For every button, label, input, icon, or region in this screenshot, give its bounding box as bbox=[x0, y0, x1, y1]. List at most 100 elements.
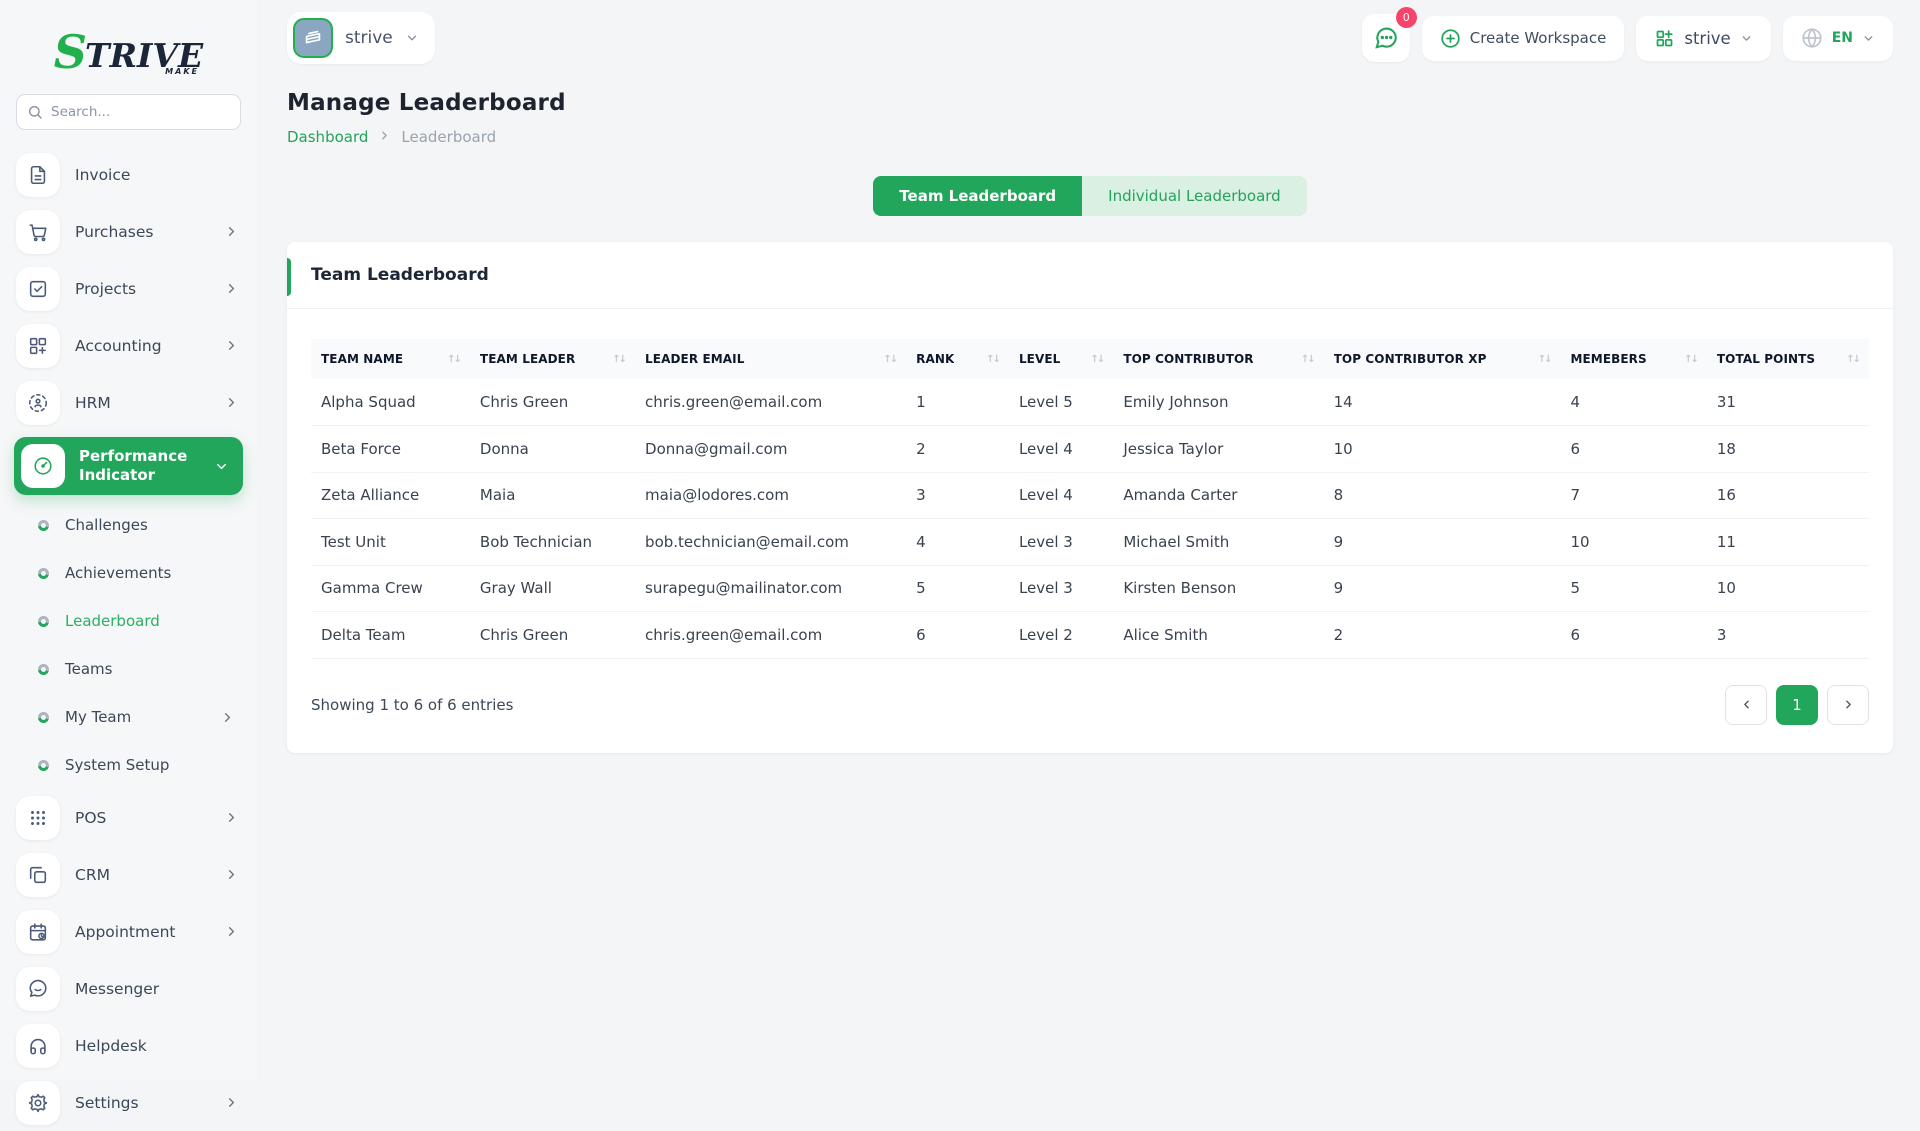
topbar-right: 0 Create Workspace strive EN bbox=[1361, 7, 1893, 62]
pagination-prev-button[interactable] bbox=[1725, 684, 1767, 725]
submenu-bullet-icon bbox=[38, 567, 49, 579]
column-header-label: MEMEBERS bbox=[1570, 352, 1647, 366]
leaderboard-tabs: Team Leaderboard Individual Leaderboard bbox=[873, 176, 1307, 216]
main-area: strive 0 Create Workspace strive bbox=[257, 0, 1920, 1080]
cell-memebers: 4 bbox=[1560, 379, 1707, 426]
card-title: Team Leaderboard bbox=[311, 265, 489, 285]
cell-top-contributor: Jessica Taylor bbox=[1113, 425, 1324, 473]
cell-leader-email: bob.technician@email.com bbox=[635, 518, 907, 566]
chat-button[interactable]: 0 bbox=[1361, 7, 1417, 62]
column-header-rank[interactable]: RANK ↑↓ bbox=[906, 339, 1009, 379]
sidebar-item-hrm[interactable]: HRM bbox=[0, 374, 257, 431]
sidebar-item-accounting[interactable]: Accounting bbox=[0, 317, 257, 374]
table-row: Alpha Squad Chris Green chris.green@email.… bbox=[311, 379, 1869, 426]
chevron-down-icon bbox=[1862, 32, 1875, 45]
cell-team-name: Delta Team bbox=[311, 611, 470, 659]
app-root: S TRIVE MAKE Invoice Purchases Projects Acc… bbox=[0, 0, 1920, 1080]
cell-team-name: Alpha Squad bbox=[311, 379, 470, 426]
sidebar-search bbox=[16, 94, 241, 130]
table-row: Test Unit Bob Technician bob.technician@em… bbox=[311, 518, 1869, 566]
sidebar-subitem-my-team[interactable]: My Team bbox=[0, 693, 257, 741]
column-header-team-name[interactable]: TEAM NAME ↑↓ bbox=[311, 339, 470, 379]
tab-individual-leaderboard[interactable]: Individual Leaderboard bbox=[1082, 176, 1307, 216]
search-input[interactable] bbox=[16, 94, 241, 130]
table-row: Delta Team Chris Green chris.green@email.c… bbox=[311, 611, 1869, 659]
column-header-label: LEADER EMAIL bbox=[645, 352, 745, 366]
sidebar-subitem-label: Challenges bbox=[65, 516, 148, 534]
column-header-leader-email[interactable]: LEADER EMAIL ↑↓ bbox=[635, 339, 907, 379]
create-workspace-label: Create Workspace bbox=[1469, 29, 1607, 47]
create-workspace-button[interactable]: Create Workspace bbox=[1421, 15, 1625, 61]
topbar: strive 0 Create Workspace strive bbox=[257, 0, 1920, 66]
appointment-icon bbox=[16, 909, 60, 954]
sidebar-item-projects[interactable]: Projects bbox=[0, 260, 257, 317]
cell-level: Level 2 bbox=[1008, 611, 1114, 659]
card-accent-bar bbox=[287, 258, 291, 296]
sidebar-item-performance-indicator[interactable]: Performance Indicator bbox=[14, 437, 243, 495]
sidebar-item-appointment[interactable]: Appointment bbox=[0, 903, 257, 960]
sidebar-subitem-label: System Setup bbox=[65, 756, 170, 774]
sidebar-subitem-label: Achievements bbox=[65, 564, 172, 582]
submenu-bullet-icon bbox=[38, 615, 49, 627]
workspace-selector[interactable]: strive bbox=[287, 12, 435, 64]
column-header-memebers[interactable]: MEMEBERS ↑↓ bbox=[1560, 339, 1707, 379]
sidebar-item-invoice[interactable]: Invoice bbox=[0, 146, 257, 203]
sort-icon: ↑↓ bbox=[1684, 353, 1699, 365]
cell-rank: 4 bbox=[906, 518, 1009, 566]
sidebar-item-purchases[interactable]: Purchases bbox=[0, 203, 257, 260]
pagination: 1 bbox=[1725, 684, 1869, 725]
column-header-level[interactable]: LEVEL ↑↓ bbox=[1008, 339, 1114, 379]
column-header-label: TOP CONTRIBUTOR XP bbox=[1333, 352, 1487, 366]
sidebar-item-pos[interactable]: POS bbox=[0, 789, 257, 846]
sort-icon: ↑↓ bbox=[1537, 353, 1553, 365]
column-header-top-contributor[interactable]: TOP CONTRIBUTOR ↑↓ bbox=[1113, 339, 1324, 379]
accounting-icon bbox=[16, 323, 60, 368]
cell-total-points: 18 bbox=[1706, 425, 1869, 473]
brand-logo: S TRIVE MAKE bbox=[0, 10, 257, 79]
column-header-team-leader[interactable]: TEAM LEADER ↑↓ bbox=[469, 339, 636, 379]
cell-memebers: 6 bbox=[1560, 425, 1707, 473]
cell-total-points: 31 bbox=[1706, 379, 1869, 426]
sort-icon: ↑↓ bbox=[1090, 353, 1106, 365]
column-header-top-contributor-xp[interactable]: TOP CONTRIBUTOR XP ↑↓ bbox=[1323, 339, 1561, 379]
cell-total-points: 10 bbox=[1706, 565, 1869, 612]
breadcrumb-dashboard-link[interactable]: Dashboard bbox=[287, 128, 369, 146]
sidebar-subitem-system-setup[interactable]: System Setup bbox=[0, 741, 257, 789]
crm-icon bbox=[16, 852, 60, 897]
cell-total-points: 3 bbox=[1706, 611, 1869, 659]
cell-leader-email: maia@lodores.com bbox=[635, 472, 907, 519]
cell-rank: 2 bbox=[906, 425, 1009, 473]
sidebar-subitem-leaderboard[interactable]: Leaderboard bbox=[0, 597, 257, 645]
cell-top-contributor: Michael Smith bbox=[1113, 518, 1324, 566]
sidebar-item-messenger[interactable]: Messenger bbox=[0, 960, 257, 1017]
cell-top-contributor: Amanda Carter bbox=[1113, 472, 1324, 519]
sort-icon: ↑↓ bbox=[1846, 353, 1861, 365]
workspace-grid-icon bbox=[1656, 29, 1673, 46]
cell-total-points: 11 bbox=[1706, 518, 1869, 566]
tab-team-leaderboard[interactable]: Team Leaderboard bbox=[873, 176, 1083, 216]
sidebar-subitem-label: My Team bbox=[65, 708, 132, 726]
chevron-right-icon bbox=[224, 224, 239, 239]
sort-icon: ↑↓ bbox=[986, 353, 1001, 365]
brand-logo-s: S bbox=[53, 24, 87, 79]
pagination-next-button[interactable] bbox=[1827, 684, 1869, 725]
sidebar-item-crm[interactable]: CRM bbox=[0, 846, 257, 903]
cell-team-leader: Bob Technician bbox=[469, 518, 636, 566]
cell-total-points: 16 bbox=[1706, 472, 1869, 519]
sidebar-subitem-challenges[interactable]: Challenges bbox=[0, 501, 257, 549]
table-body: Alpha Squad Chris Green chris.green@email.… bbox=[311, 379, 1869, 659]
sidebar-item-settings[interactable]: Settings bbox=[0, 1074, 257, 1131]
sidebar-subitem-teams[interactable]: Teams bbox=[0, 645, 257, 693]
breadcrumb-separator-icon bbox=[378, 129, 391, 146]
sidebar-item-helpdesk[interactable]: Helpdesk bbox=[0, 1017, 257, 1074]
column-header-total-points[interactable]: TOTAL POINTS ↑↓ bbox=[1706, 339, 1869, 379]
language-dropdown[interactable]: EN bbox=[1782, 15, 1893, 61]
chevron-right-icon bbox=[220, 710, 235, 725]
brand-logo-sub: MAKE bbox=[165, 67, 199, 76]
sidebar-subitem-achievements[interactable]: Achievements bbox=[0, 549, 257, 597]
pagination-page-1-button[interactable]: 1 bbox=[1776, 684, 1818, 725]
submenu-bullet-icon bbox=[38, 663, 49, 675]
messenger-icon bbox=[16, 966, 60, 1011]
organization-dropdown[interactable]: strive bbox=[1636, 15, 1771, 61]
sidebar-item-label: Messenger bbox=[75, 979, 160, 998]
